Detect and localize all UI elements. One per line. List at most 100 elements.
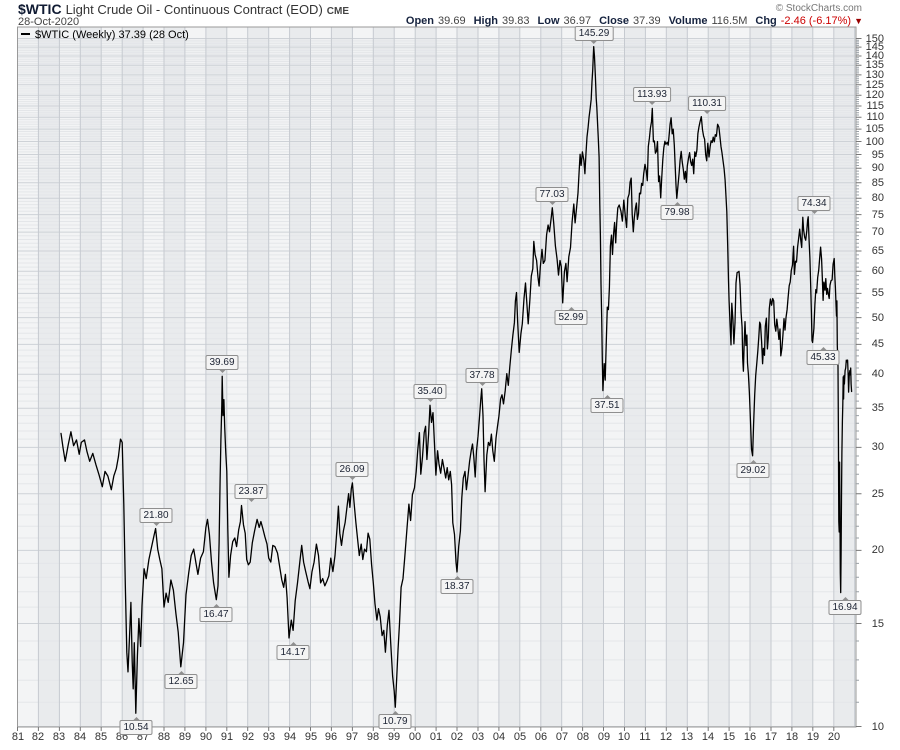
- y-axis-tick-label: 150: [865, 33, 884, 45]
- chart-date: 28-Oct-2020: [18, 16, 80, 28]
- price-label: 10.54: [119, 717, 153, 735]
- x-axis-tick-label: 12: [659, 731, 673, 743]
- x-axis-tick-label: 14: [701, 731, 715, 743]
- x-axis-tick-label: 15: [722, 731, 736, 743]
- price-label: 16.94: [828, 597, 862, 615]
- price-label: 110.31: [688, 96, 726, 114]
- price-label: 37.51: [590, 395, 624, 413]
- x-axis-tick-label: 08: [576, 731, 590, 743]
- x-axis-tick-label: 18: [785, 731, 799, 743]
- y-axis-tick-label: 45: [871, 338, 884, 350]
- price-label: 10.79: [378, 711, 412, 729]
- x-axis-tick-label: 17: [764, 731, 778, 743]
- y-axis-tick-label: 55: [871, 287, 884, 299]
- y-axis-tick-label: 35: [871, 402, 884, 414]
- x-axis-tick-label: 82: [31, 731, 45, 743]
- price-label: 16.47: [199, 604, 233, 622]
- x-axis-tick-label: 19: [806, 731, 820, 743]
- y-axis-tick-label: 90: [871, 162, 884, 174]
- series-legend: $WTIC (Weekly) 37.39 (28 Oct): [21, 29, 189, 41]
- quote-high-value: 39.83: [502, 15, 530, 27]
- price-label: 52.99: [554, 307, 588, 325]
- y-axis-tick-label: 105: [865, 123, 884, 135]
- price-label: 37.78: [465, 368, 499, 386]
- x-axis-tick-label: 06: [534, 731, 548, 743]
- quote-high-label: High: [473, 15, 499, 27]
- y-axis-tick-label: 30: [871, 441, 884, 453]
- quote-open-label: Open: [405, 15, 435, 27]
- x-axis-tick-label: 04: [492, 731, 506, 743]
- x-axis-tick-label: 93: [262, 731, 276, 743]
- x-axis-tick-label: 91: [220, 731, 234, 743]
- y-axis-tick-label: 145: [865, 41, 884, 53]
- x-axis-tick-label: 90: [199, 731, 213, 743]
- y-axis-tick-label: 120: [865, 89, 884, 101]
- x-axis-tick-label: 94: [283, 731, 297, 743]
- ticker-symbol: $WTIC: [18, 1, 62, 17]
- y-axis-tick-label: 75: [871, 209, 884, 221]
- price-label: 35.40: [413, 384, 447, 402]
- quote-close-value: 37.39: [633, 15, 661, 27]
- price-label: 29.02: [736, 460, 770, 478]
- x-axis-tick-label: 99: [387, 731, 401, 743]
- quote-chg-value: -2.46 (-6.17%): [780, 15, 852, 27]
- x-axis-tick-label: 10: [617, 731, 631, 743]
- x-axis-tick-label: 84: [73, 731, 87, 743]
- x-axis-tick-label: 20: [827, 731, 841, 743]
- quote-volume-value: 116.5M: [711, 15, 748, 27]
- change-down-arrow-icon: ▼: [854, 16, 863, 26]
- y-axis-tick-label: 125: [865, 79, 884, 91]
- x-axis-tick-label: 92: [241, 731, 255, 743]
- price-label: 74.34: [797, 196, 831, 214]
- price-label: 26.09: [335, 462, 369, 480]
- price-label: 113.93: [633, 87, 671, 105]
- x-axis-tick-label: 85: [94, 731, 108, 743]
- y-axis-tick-label: 40: [871, 368, 884, 380]
- y-axis-tick-label: 130: [865, 69, 884, 81]
- y-axis-tick-label: 95: [871, 149, 884, 161]
- price-label: 18.37: [440, 576, 474, 594]
- y-axis-tick-label: 100: [865, 136, 884, 148]
- quote-chg-label: Chg: [755, 15, 777, 27]
- price-label: 45.33: [806, 347, 840, 365]
- x-axis-tick-label: 96: [324, 731, 338, 743]
- x-axis-tick-label: 09: [597, 731, 611, 743]
- chart-header: $WTIC Light Crude Oil - Continuous Contra…: [18, 1, 349, 19]
- quote-low-value: 36.97: [563, 15, 592, 27]
- quote-volume-label: Volume: [668, 15, 708, 27]
- y-axis-tick-label: 70: [871, 226, 884, 238]
- x-axis-tick-label: 01: [429, 731, 443, 743]
- price-label: 39.69: [205, 355, 239, 373]
- x-axis-tick-label: 00: [408, 731, 422, 743]
- price-label: 23.87: [234, 484, 268, 502]
- x-axis-tick-label: 88: [157, 731, 171, 743]
- copyright-text: © StockCharts.com: [775, 3, 862, 14]
- y-axis-tick-label: 85: [871, 177, 884, 189]
- y-axis-tick-label: 65: [871, 245, 884, 257]
- quote-bar: Open 39.69 High 39.83 Low 36.97 Close 37.39 Volu…: [398, 15, 863, 27]
- quote-low-label: Low: [537, 15, 560, 27]
- price-label: 145.29: [574, 26, 614, 44]
- y-axis-tick-label: 80: [871, 192, 884, 204]
- y-axis-tick-label: 10: [871, 721, 884, 733]
- y-axis-tick-label: 20: [871, 544, 884, 556]
- price-label: 79.98: [660, 202, 694, 220]
- y-axis-tick-label: 25: [871, 488, 884, 500]
- x-axis-tick-label: 03: [471, 731, 485, 743]
- y-axis-tick-label: 50: [871, 312, 884, 324]
- legend-label: $WTIC (Weekly) 37.39 (28 Oct): [35, 29, 189, 41]
- y-axis-tick-label: 60: [871, 265, 884, 277]
- y-axis-tick-label: 135: [865, 59, 884, 71]
- y-axis-tick-label: 140: [865, 50, 884, 62]
- x-axis-tick-label: 13: [680, 731, 694, 743]
- x-axis-tick-label: 02: [450, 731, 464, 743]
- price-label: 77.03: [535, 187, 569, 205]
- line-swatch-icon: [21, 33, 30, 36]
- x-axis-tick-label: 97: [345, 731, 359, 743]
- x-axis-tick-label: 07: [555, 731, 569, 743]
- x-axis-tick-label: 16: [743, 731, 757, 743]
- x-axis-tick-label: 81: [11, 731, 25, 743]
- price-label: 12.65: [164, 671, 198, 689]
